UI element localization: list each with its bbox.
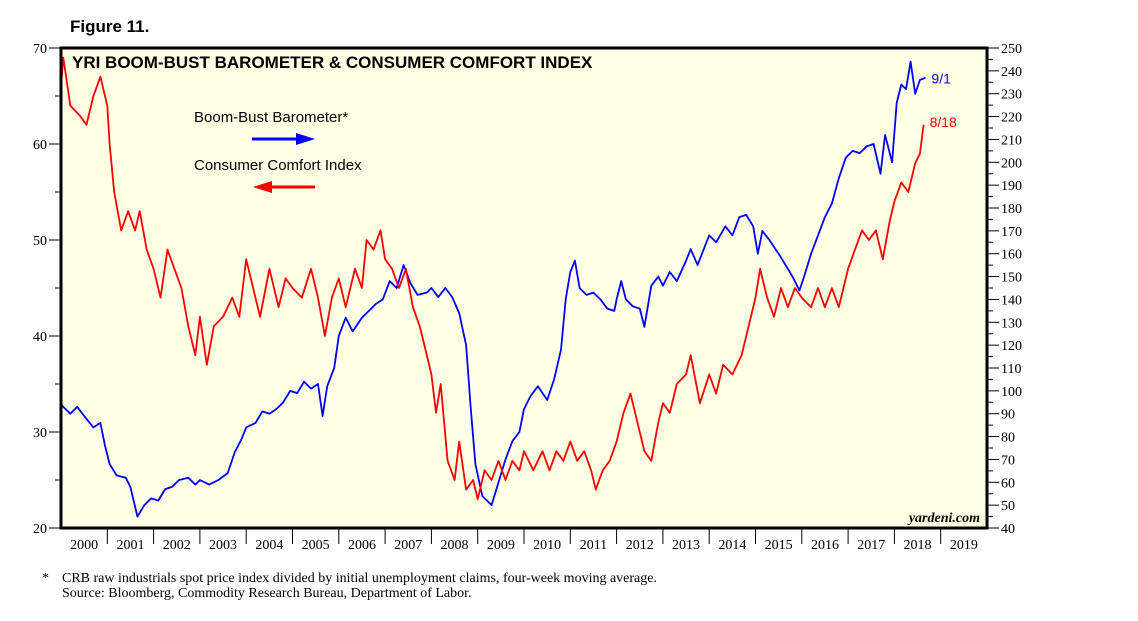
x-axis-tick-label: 2015 (765, 538, 793, 553)
right-axis-tick-label: 150 (1001, 271, 1022, 286)
x-axis-tick-label: 2013 (672, 538, 700, 553)
x-axis-tick-label: 2003 (209, 538, 237, 553)
x-axis-tick-label: 2010 (533, 538, 561, 553)
right-axis-tick-label: 170 (1001, 225, 1022, 240)
right-axis-tick-label: 80 (1001, 431, 1015, 446)
watermark: yardeni.com (907, 511, 980, 526)
right-axis-tick-label: 50 (1001, 499, 1015, 514)
left-axis-tick-label: 30 (33, 426, 47, 441)
right-axis-tick-label: 110 (1001, 362, 1021, 377)
right-axis-tick-label: 130 (1001, 316, 1022, 331)
left-axis-tick-label: 50 (33, 234, 47, 249)
footnote: CRB raw industrials spot price index div… (62, 571, 657, 586)
left-axis-tick-label: 40 (33, 330, 47, 345)
footnote-marker: * (42, 571, 49, 586)
chart-title: YRI BOOM-BUST BAROMETER & CONSUMER COMFO… (72, 53, 593, 72)
x-axis-tick-label: 2011 (580, 538, 607, 553)
x-axis-tick-label: 2008 (441, 538, 469, 553)
x-axis-tick-label: 2006 (348, 538, 376, 553)
x-axis-tick-label: 2000 (70, 538, 98, 553)
left-axis-tick-label: 60 (33, 138, 47, 153)
legend-arrowhead-right-icon (296, 133, 315, 145)
right-axis-tick-label: 250 (1001, 42, 1022, 57)
right-axis-tick-label: 200 (1001, 156, 1022, 171)
right-axis-tick-label: 140 (1001, 293, 1022, 308)
right-axis-tick-label: 90 (1001, 408, 1015, 423)
x-axis-tick-label: 2004 (255, 538, 283, 553)
right-axis-tick-label: 230 (1001, 88, 1022, 103)
right-axis-tick-label: 240 (1001, 65, 1022, 80)
right-axis-tick-label: 120 (1001, 339, 1022, 354)
x-axis-tick-label: 2018 (904, 538, 932, 553)
series-line-consumer-comfort (60, 56, 925, 501)
x-axis-tick-label: 2016 (811, 538, 839, 553)
x-axis-tick-label: 2012 (626, 538, 654, 553)
series-line-boom-bust (60, 60, 926, 518)
x-axis-tick-label: 2019 (950, 538, 978, 553)
legend-label-boom-bust: Boom-Bust Barometer* (194, 109, 348, 126)
right-axis-tick-label: 190 (1001, 179, 1022, 194)
left-axis-tick-label: 70 (33, 42, 47, 57)
x-axis-tick-label: 2002 (163, 538, 191, 553)
x-axis-tick-label: 2017 (857, 538, 885, 553)
x-axis-tick-label: 2005 (302, 538, 330, 553)
series-end-label: 8/18 (930, 114, 957, 130)
series-end-label: 9/1 (931, 71, 951, 87)
right-axis-tick-label: 70 (1001, 453, 1015, 468)
x-axis-tick-label: 2009 (487, 538, 515, 553)
x-axis-tick-label: 2001 (116, 538, 144, 553)
right-axis-tick-label: 40 (1001, 522, 1015, 537)
right-axis-tick-label: 60 (1001, 476, 1015, 491)
left-axis-tick-label: 20 (33, 522, 47, 537)
figure-label: Figure 11. (70, 17, 150, 36)
plot-frame (59, 46, 989, 530)
x-axis-tick-label: 2014 (718, 538, 746, 553)
source-note: Source: Bloomberg, Commodity Research Bu… (62, 586, 472, 601)
right-axis-tick-label: 220 (1001, 111, 1022, 126)
legend-label-consumer-comfort: Consumer Comfort Index (194, 157, 362, 174)
right-axis-tick-label: 180 (1001, 202, 1022, 217)
legend-arrowhead-left-icon (253, 181, 272, 193)
x-axis-tick-label: 2007 (394, 538, 422, 553)
right-axis-tick-label: 160 (1001, 248, 1022, 263)
right-axis-tick-label: 100 (1001, 385, 1022, 400)
right-axis-tick-label: 210 (1001, 133, 1022, 148)
